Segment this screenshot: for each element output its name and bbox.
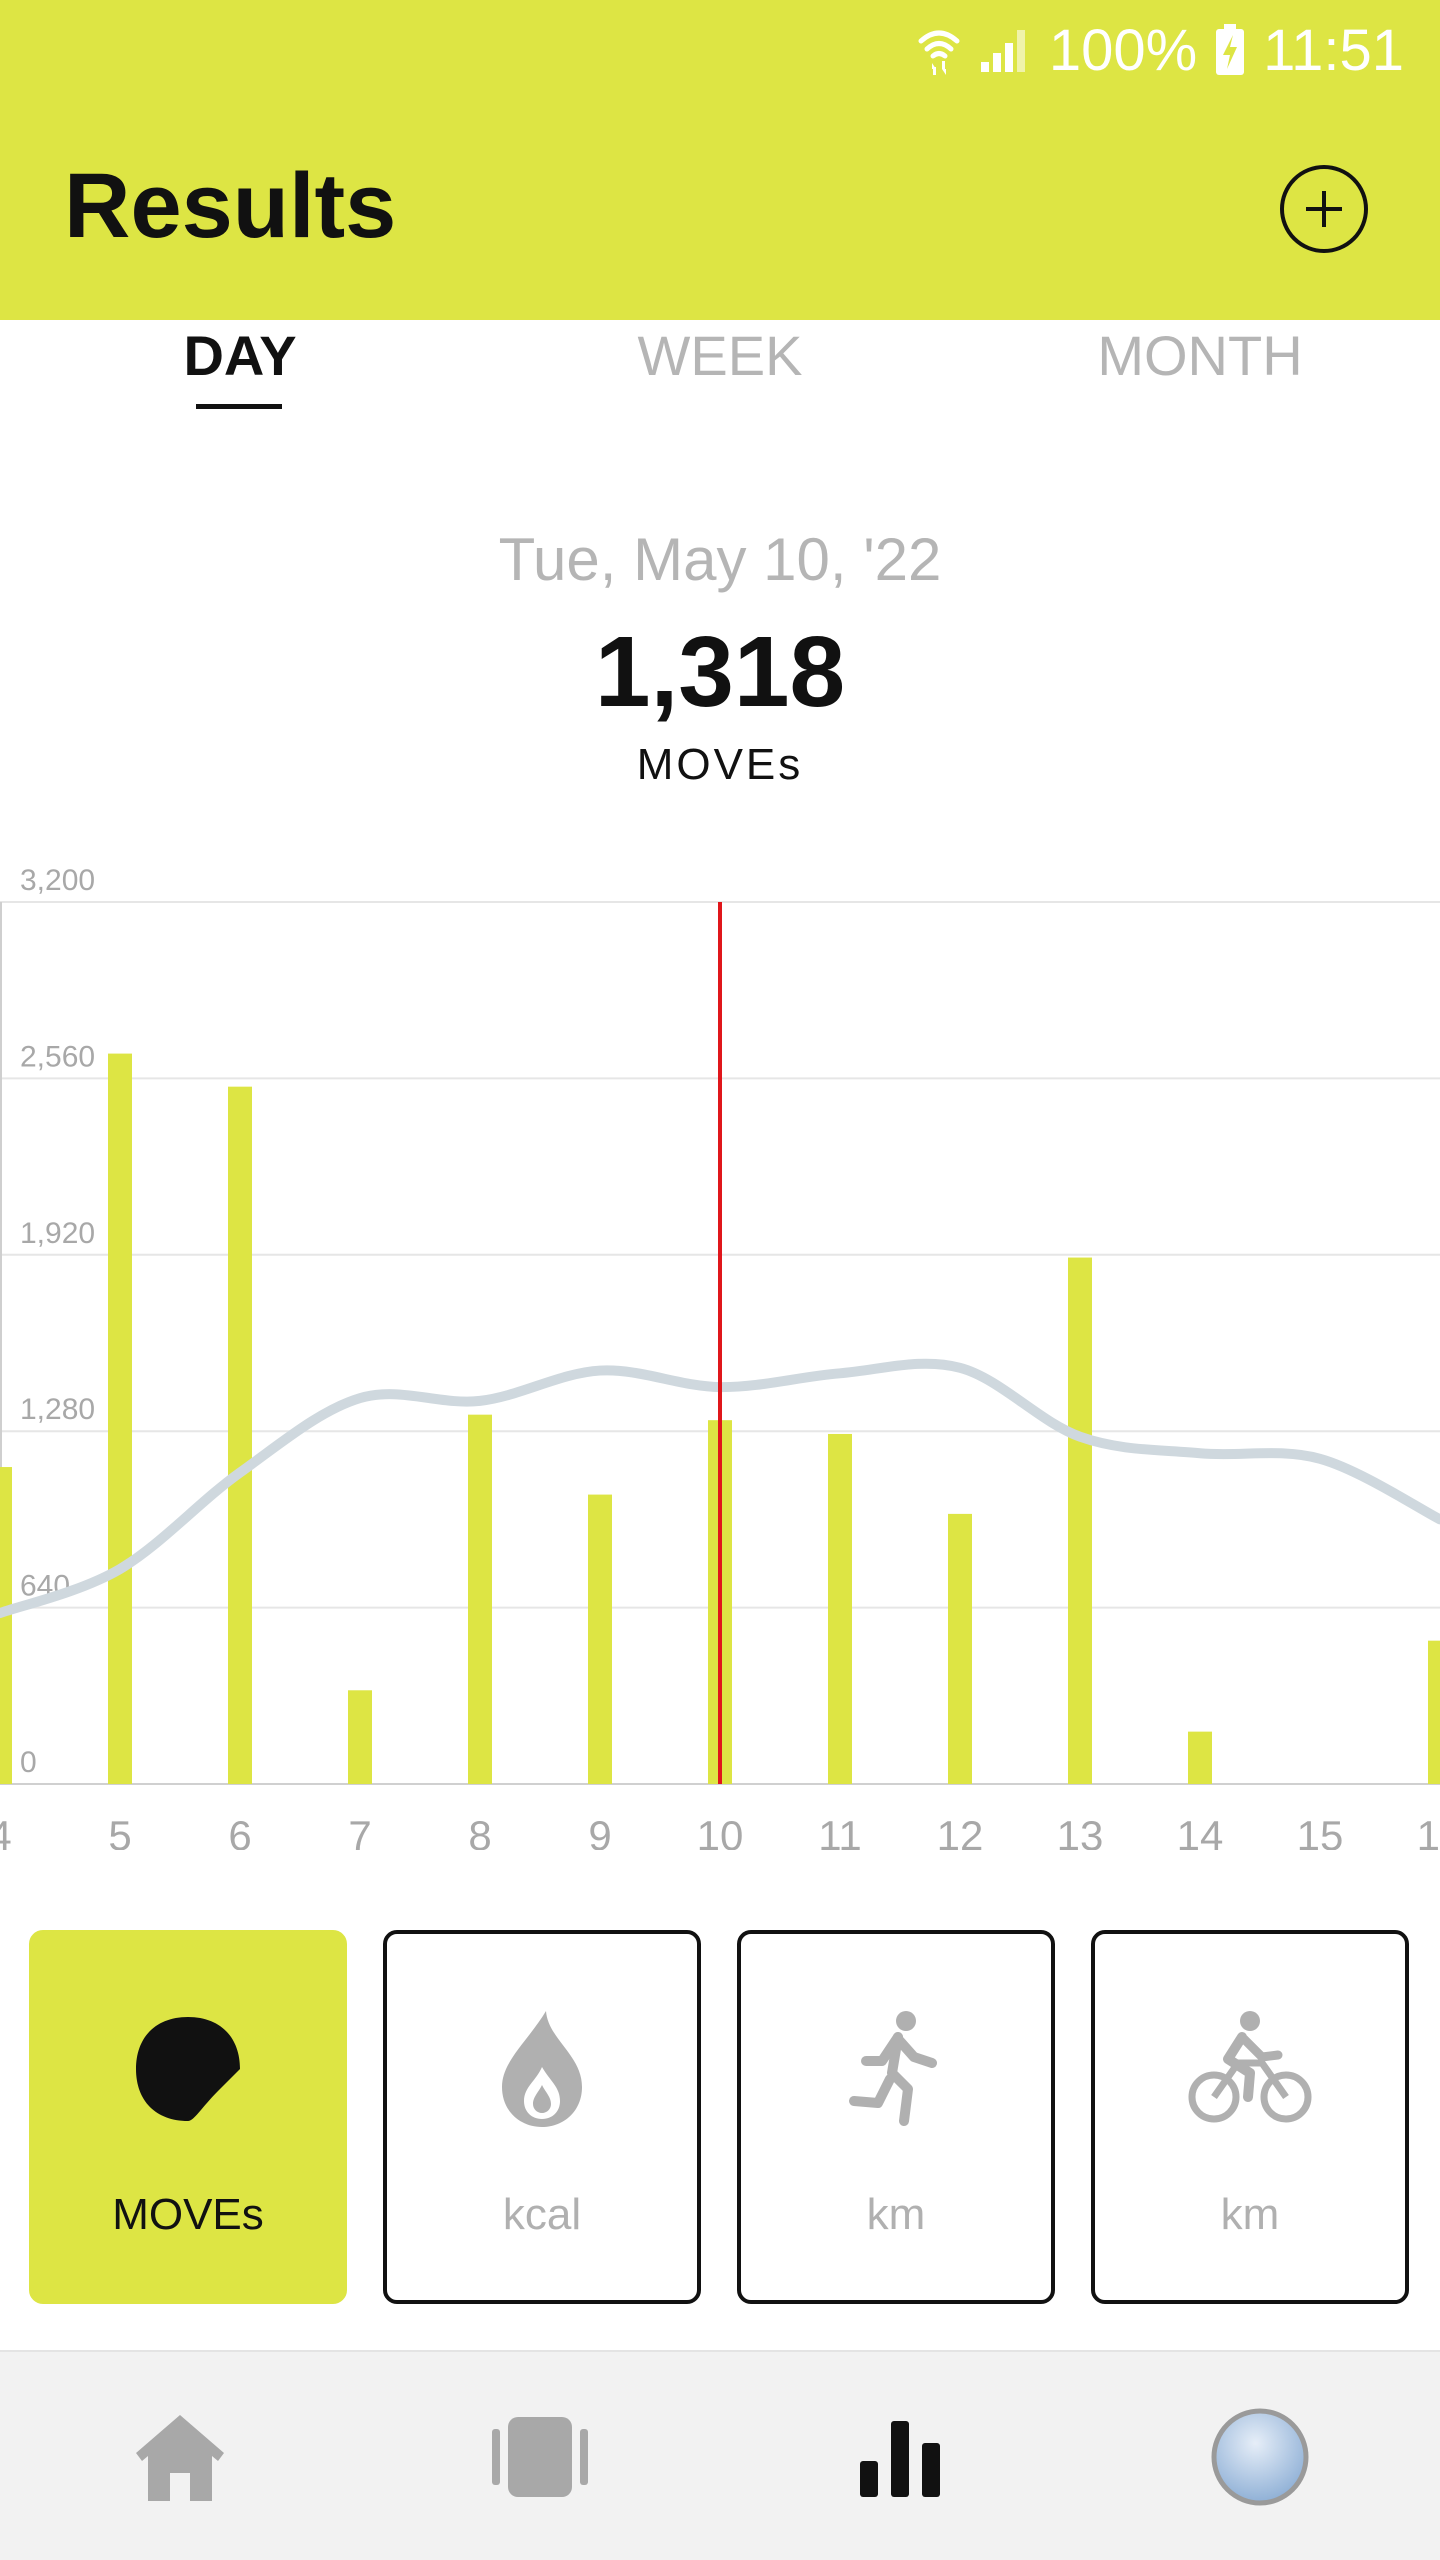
chart-bar xyxy=(1428,1640,1440,1784)
metric-card-running-km[interactable]: km xyxy=(737,1930,1055,2304)
moves-blob-icon xyxy=(136,2017,240,2121)
wifi-icon xyxy=(917,23,961,77)
x-tick-label: 11 xyxy=(818,1812,862,1850)
chart-bar xyxy=(1068,1257,1092,1784)
x-tick-label: 13 xyxy=(1057,1812,1104,1850)
y-tick-label: 3,200 xyxy=(20,864,95,897)
chart-bar xyxy=(828,1433,852,1784)
nav-results[interactable] xyxy=(720,2352,1080,2560)
chart-bar xyxy=(1188,1731,1212,1784)
x-tick-label: 5 xyxy=(108,1812,131,1850)
active-tab-indicator xyxy=(196,404,282,409)
profile-avatar-icon xyxy=(1211,2408,1309,2506)
chart-bar xyxy=(588,1494,612,1784)
x-tick-label: 6 xyxy=(228,1812,251,1850)
metric-card-kcal[interactable]: kcal xyxy=(383,1930,701,2304)
nav-profile[interactable] xyxy=(1080,2352,1440,2560)
battery-charging-icon xyxy=(1215,23,1245,77)
flame-icon xyxy=(502,2011,582,2127)
metric-selector: MOVEs kcal km xyxy=(0,1928,1440,2308)
x-tick-label: 7 xyxy=(348,1812,371,1850)
x-tick-label: 9 xyxy=(588,1812,611,1850)
device-icon xyxy=(492,2417,588,2497)
chart-bar xyxy=(108,1053,132,1784)
chart-bar xyxy=(948,1513,972,1784)
tab-month[interactable]: MONTH xyxy=(1097,324,1303,387)
tab-day[interactable]: DAY xyxy=(183,324,297,387)
metric-card-label: kcal xyxy=(502,2190,582,2239)
x-tick-label: 12 xyxy=(937,1812,984,1850)
chart-bar xyxy=(468,1414,492,1784)
cycling-icon xyxy=(1188,2011,1312,2123)
home-icon xyxy=(136,2415,224,2501)
selected-unit: MOVEs xyxy=(636,740,804,789)
tab-week[interactable]: WEEK xyxy=(637,324,803,387)
bottom-navigation xyxy=(0,2350,1440,2560)
selected-date: Tue, May 10, '22 xyxy=(498,526,942,593)
app-header: 100% 11:51 Results xyxy=(0,0,1440,320)
period-tabs: DAY WEEK MONTH xyxy=(0,320,1440,420)
x-tick-label: 8 xyxy=(468,1812,491,1850)
y-tick-label: 1,280 xyxy=(20,1393,95,1426)
chart-bar xyxy=(348,1690,372,1784)
metric-card-cycling-km[interactable]: km xyxy=(1091,1930,1409,2304)
metric-card-moves[interactable]: MOVEs xyxy=(29,1930,347,2304)
selected-value: 1,318 xyxy=(594,616,846,728)
y-tick-label: 2,560 xyxy=(20,1040,95,1073)
battery-percentage: 100% xyxy=(1048,17,1198,83)
nav-home[interactable] xyxy=(0,2352,360,2560)
chart-bar xyxy=(228,1086,252,1784)
x-tick-label: 4 xyxy=(0,1812,12,1850)
page-title: Results xyxy=(64,155,397,257)
metric-card-label: km xyxy=(866,2190,926,2239)
x-tick-label: 16 xyxy=(1417,1812,1440,1850)
x-tick-label: 15 xyxy=(1297,1812,1344,1850)
metric-card-label: MOVEs xyxy=(112,2190,264,2239)
x-tick-label: 10 xyxy=(697,1812,744,1850)
add-button[interactable] xyxy=(1280,165,1368,253)
metric-card-label: km xyxy=(1220,2190,1280,2239)
nav-device[interactable] xyxy=(360,2352,720,2560)
plus-icon xyxy=(1306,191,1342,227)
chart-bar xyxy=(0,1467,12,1784)
status-clock: 11:51 xyxy=(1263,17,1404,83)
y-tick-label: 1,920 xyxy=(20,1217,95,1250)
status-bar: 100% 11:51 xyxy=(917,17,1404,83)
bar-chart-icon xyxy=(860,2421,940,2497)
y-tick-label: 0 xyxy=(20,1746,37,1779)
signal-icon xyxy=(979,26,1031,74)
x-tick-label: 14 xyxy=(1177,1812,1224,1850)
running-icon xyxy=(849,2011,937,2126)
daily-moves-chart[interactable]: 06401,2801,9202,5603,2004567891011121314… xyxy=(0,850,1440,1850)
